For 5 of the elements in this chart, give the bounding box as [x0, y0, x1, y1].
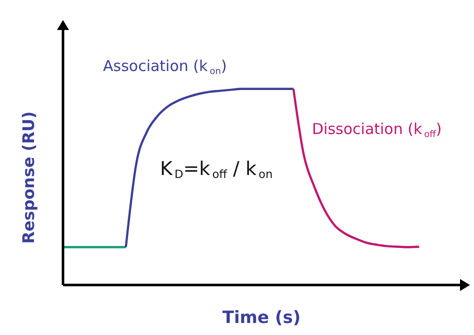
annotation: Dissociation (k$_{off}$): [312, 120, 442, 140]
y-axis-title: Response (RU): [19, 111, 38, 244]
annotation: K$_{D}$=k$_{off}$ / k$_{on}$: [160, 158, 273, 182]
x-axis-title: Time (s): [222, 308, 301, 328]
text: Association (k$_{on}$): [103, 57, 227, 77]
